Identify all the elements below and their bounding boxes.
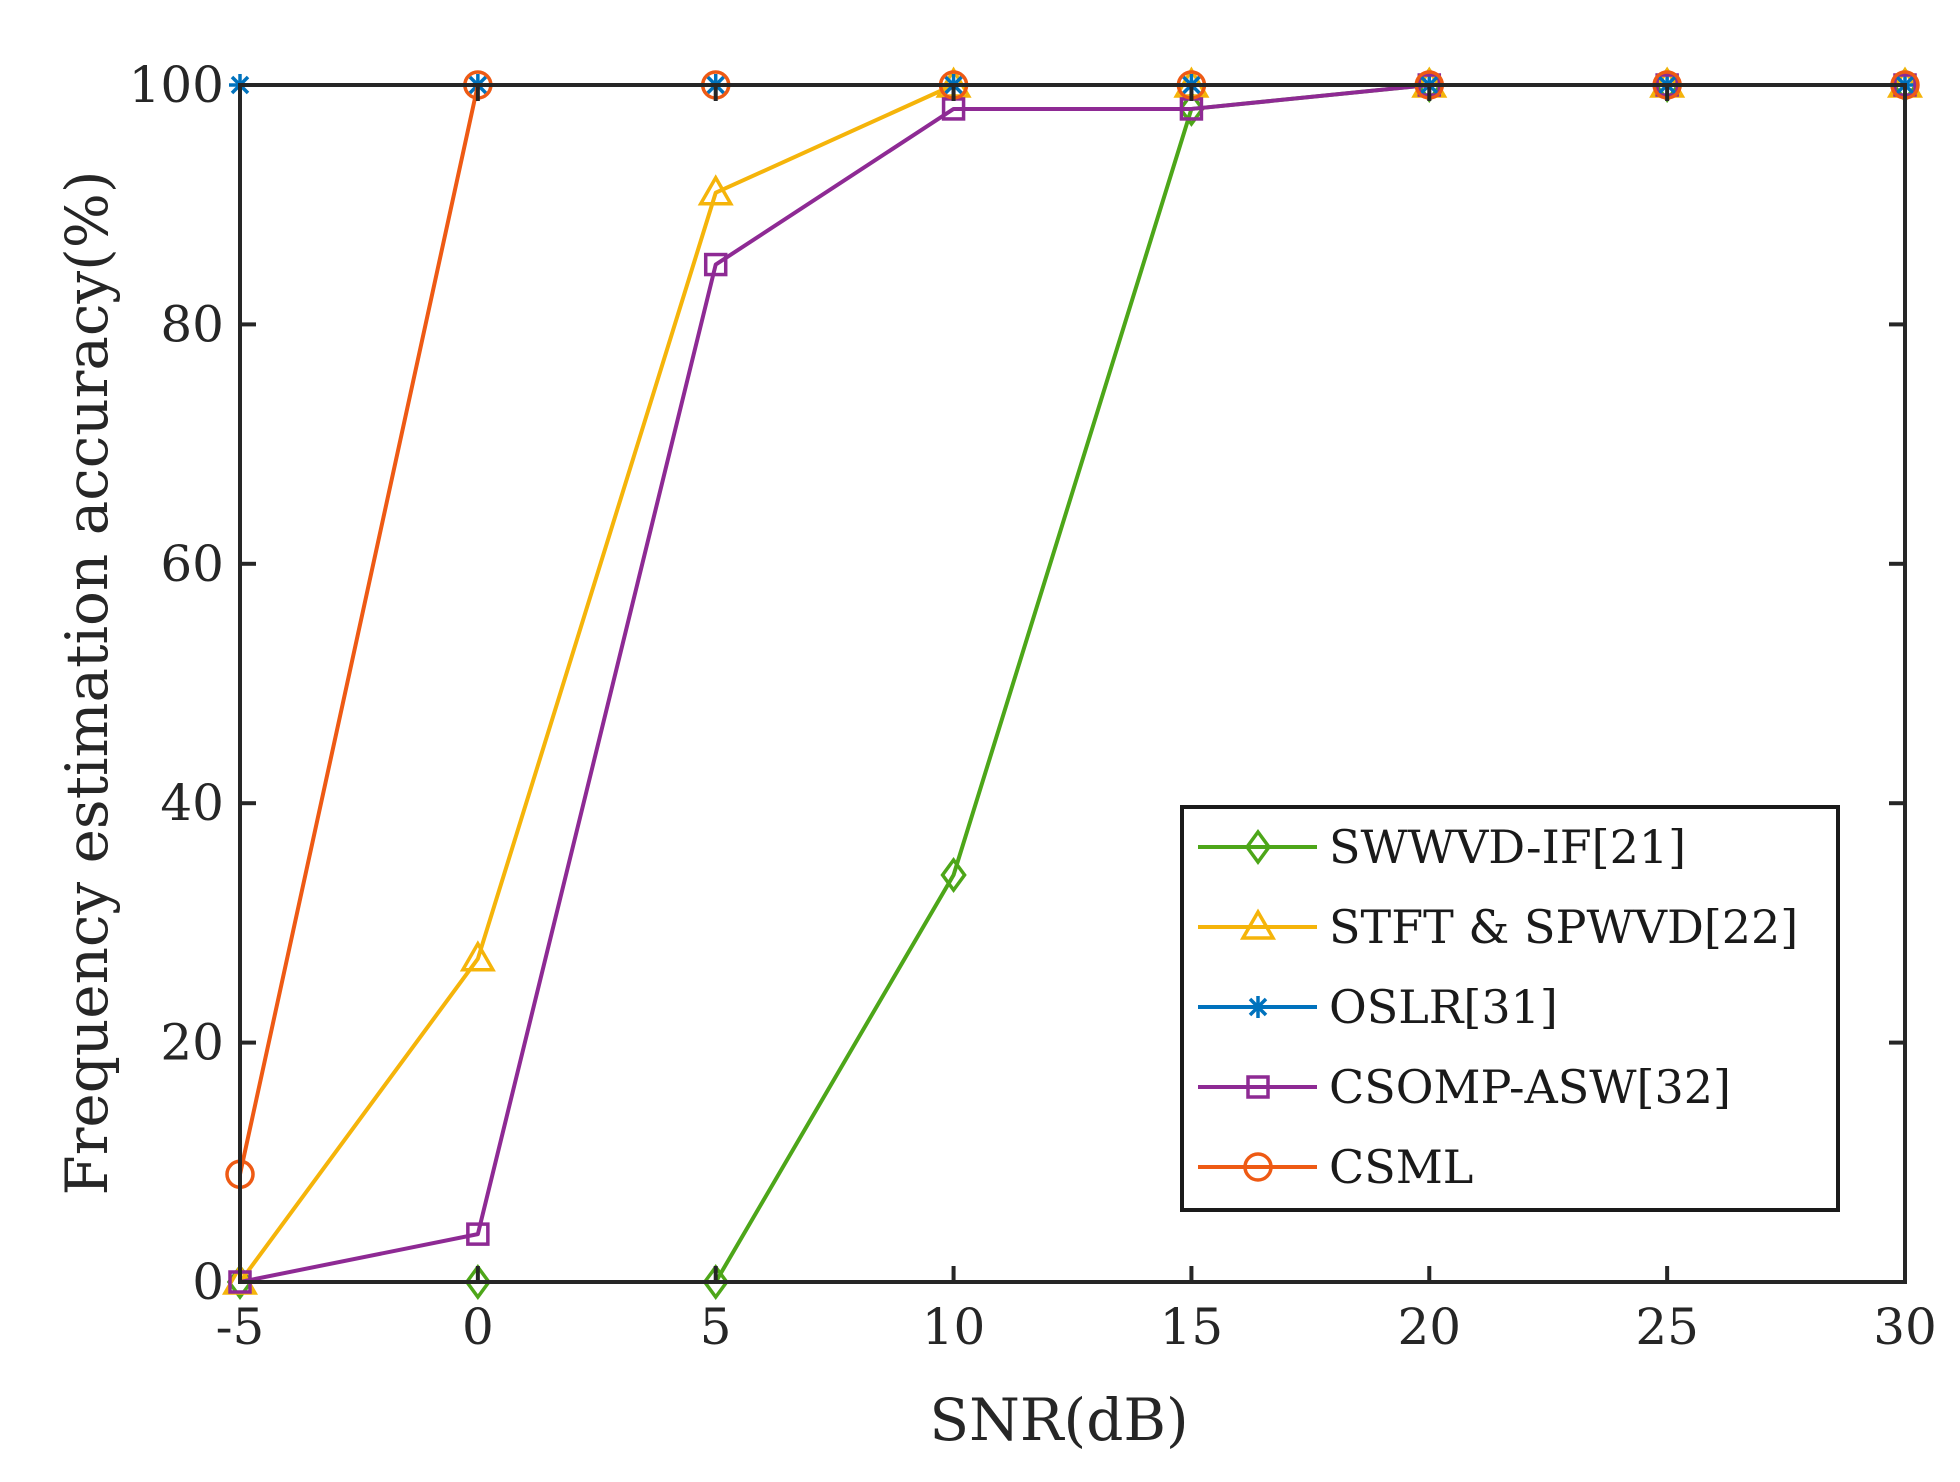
data-point-swwvd-if-21-1 <box>464 1264 492 1300</box>
legend: SWWVD-IF[21] STFT & SPWVD[22] OSLR[31] CSOM… <box>1180 805 1840 1212</box>
x-tick-label: 20 <box>1397 1298 1461 1356</box>
legend-entry-oslr-31: OSLR[31] <box>1198 980 1558 1034</box>
legend-label: STFT & SPWVD[22] <box>1329 900 1798 954</box>
data-point-csomp-asw-32-2-shape <box>703 252 728 277</box>
legend-label: SWWVD-IF[21] <box>1329 820 1686 874</box>
data-point-swwvd-if-21-3 <box>940 857 967 893</box>
x-tick-label: 0 <box>462 1298 494 1356</box>
x-tick-label: 30 <box>1873 1298 1937 1356</box>
legend-entry-csomp-asw-32: CSOMP-ASW[32] <box>1198 1060 1731 1114</box>
data-point-csomp-asw-32-1-shape <box>466 1222 490 1246</box>
data-point-swwvd-if-21-1-shape <box>464 1264 492 1300</box>
data-point-stft-spwvd-22-1 <box>459 940 496 972</box>
axes-box <box>238 83 1907 1284</box>
x-tick-label: -5 <box>216 1298 265 1356</box>
legend-marker-oslr-31 <box>1247 996 1269 1018</box>
y-tick-label: 80 <box>160 295 224 353</box>
data-point-stft-spwvd-22-2 <box>697 174 734 206</box>
y-tick-label: 100 <box>129 56 224 114</box>
data-point-stft-spwvd-22-2-shape <box>697 174 734 206</box>
data-point-csomp-asw-32-2 <box>703 252 728 277</box>
data-point-csomp-asw-32-1 <box>466 1222 490 1246</box>
legend-marker-csomp-asw-32-shape <box>1246 1075 1270 1099</box>
y-tick-label: 40 <box>160 774 224 832</box>
legend-marker-swwvd-if-21 <box>1244 829 1272 865</box>
data-point-swwvd-if-21-2-shape <box>702 1264 729 1300</box>
legend-label: CSML <box>1329 1140 1473 1194</box>
x-tick-label: 25 <box>1635 1298 1699 1356</box>
data-point-swwvd-if-21-4-shape <box>1178 90 1205 127</box>
legend-marker-stft-spwvd-22-shape <box>1239 908 1277 940</box>
y-tick-label: 20 <box>160 1014 224 1072</box>
legend-label: OSLR[31] <box>1329 980 1558 1034</box>
x-tick-label: 10 <box>922 1298 986 1356</box>
legend-marker-csml <box>1243 1152 1273 1182</box>
legend-marker-csml-shape <box>1243 1152 1273 1182</box>
data-point-swwvd-if-21-4 <box>1178 90 1205 127</box>
legend-entry-csml: CSML <box>1198 1140 1473 1194</box>
legend-marker-stft-spwvd-22 <box>1239 908 1277 940</box>
legend-entry-stft-spwvd-22: STFT & SPWVD[22] <box>1198 900 1798 954</box>
legend-entry-swwvd-if-21: SWWVD-IF[21] <box>1198 820 1686 874</box>
y-tick-label: 60 <box>160 535 224 593</box>
legend-marker-swwvd-if-21-shape <box>1244 829 1272 865</box>
legend-marker-oslr-31-stroke-d2 <box>1248 997 1268 1017</box>
y-tick-label: 0 <box>192 1253 224 1311</box>
x-tick-label: 5 <box>700 1298 732 1356</box>
data-point-swwvd-if-21-3-shape <box>940 857 967 893</box>
data-point-swwvd-if-21-2 <box>702 1264 729 1300</box>
y-axis-title: Frequency estimation accuracy(%) <box>53 170 121 1195</box>
x-tick-label: 15 <box>1160 1298 1224 1356</box>
x-axis-title: SNR(dB) <box>929 1386 1188 1454</box>
data-point-stft-spwvd-22-1-shape <box>459 940 496 972</box>
legend-marker-csomp-asw-32 <box>1246 1075 1270 1099</box>
legend-label: CSOMP-ASW[32] <box>1329 1060 1731 1114</box>
